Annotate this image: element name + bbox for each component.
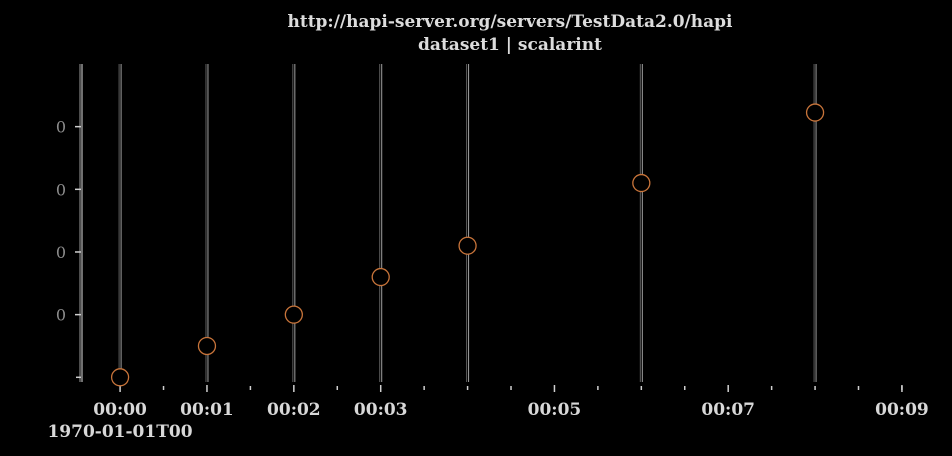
x-tick-label: 00:02 bbox=[267, 400, 321, 420]
data-point bbox=[632, 173, 651, 193]
x-tick-label: 00:09 bbox=[875, 400, 929, 420]
y-tick-label: 0 bbox=[56, 306, 66, 325]
data-point bbox=[110, 368, 130, 387]
data-point bbox=[458, 236, 477, 255]
chart-title: http://hapi-server.org/servers/TestData2… bbox=[287, 12, 733, 32]
x-tick-label: 00:03 bbox=[354, 400, 408, 420]
y-tick-label: 0 bbox=[56, 243, 66, 262]
data-point bbox=[197, 336, 217, 356]
data-point bbox=[284, 305, 303, 324]
x-tick-label: 00:05 bbox=[528, 400, 582, 420]
chart-subtitle: dataset1 | scalarint bbox=[418, 35, 602, 55]
x-tick-label: 00:01 bbox=[180, 400, 234, 420]
x-origin-label: 1970-01-01T00 bbox=[47, 422, 192, 442]
y-tick-label: 0 bbox=[56, 118, 66, 137]
data-point bbox=[805, 103, 825, 122]
y-tick-label: 0 bbox=[56, 180, 66, 199]
x-tick-label: 00:07 bbox=[701, 400, 755, 420]
x-tick-label: 00:00 bbox=[93, 400, 147, 420]
data-point bbox=[371, 267, 390, 287]
